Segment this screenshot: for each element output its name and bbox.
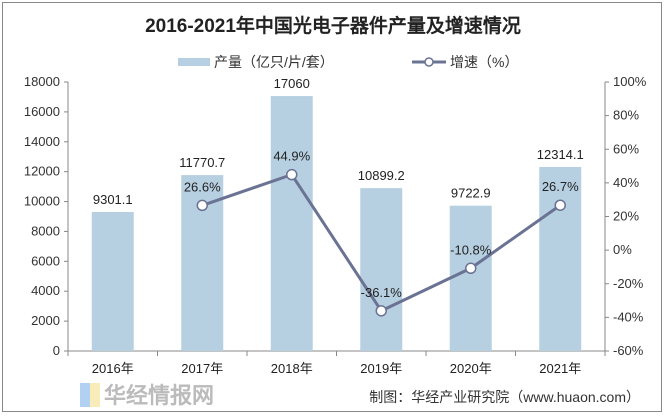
- legend-line-marker: [424, 57, 434, 67]
- watermark: 华经情报网: [104, 383, 214, 408]
- growth-point: [196, 199, 208, 212]
- watermark-logo-icon: [80, 383, 90, 407]
- y-tick-label: 10000: [24, 194, 60, 209]
- watermark-logo-icon-2: [90, 383, 100, 407]
- y2-tick-label: -20%: [613, 276, 644, 291]
- legend-line-label: 增速（%）: [450, 54, 518, 70]
- growth-label: 44.9%: [273, 149, 310, 164]
- bar-2018年: [270, 96, 313, 351]
- bar-label: 12314.1: [537, 147, 584, 162]
- chart-frame: [2, 2, 662, 412]
- growth-label: -10.8%: [450, 242, 492, 257]
- y-tick-label: 6000: [31, 253, 60, 268]
- legend-bar-label: 产量（亿只/片/套）: [214, 54, 334, 70]
- x-tick-label: 2016年: [92, 361, 134, 376]
- bar-label: 17060: [274, 76, 310, 91]
- bar-2020年: [449, 205, 492, 351]
- y-tick-label: 16000: [24, 104, 60, 119]
- bar-2019年: [360, 188, 403, 351]
- x-tick-label: 2018年: [271, 361, 313, 376]
- y2-tick-label: 20%: [613, 209, 639, 224]
- y2-tick-label: 100%: [613, 74, 647, 89]
- growth-label: 26.7%: [542, 179, 579, 194]
- bar-label: 9301.1: [93, 192, 133, 207]
- growth-point: [375, 305, 387, 317]
- y-tick-label: 4000: [31, 283, 60, 298]
- y2-tick-label: -40%: [613, 309, 644, 324]
- legend-bar-swatch: [178, 58, 210, 66]
- bar-2021年: [539, 166, 582, 351]
- growth-point: [554, 199, 566, 211]
- growth-label: -36.1%: [361, 285, 403, 300]
- growth-point: [465, 262, 477, 275]
- bar-label: 11770.7: [179, 155, 225, 170]
- x-tick-label: 2020年: [450, 361, 492, 376]
- growth-point: [286, 168, 298, 181]
- y-tick-label: 18000: [24, 74, 60, 89]
- chart-title: 2016-2021年中国光电子器件产量及增速情况: [145, 14, 521, 37]
- source-note: 制图：华经产业研究院（www.huaon.com）: [369, 389, 640, 405]
- y2-tick-label: -60%: [613, 343, 644, 358]
- bar-2016年: [91, 212, 134, 351]
- y-tick-label: 0: [53, 343, 60, 358]
- y-tick-label: 12000: [24, 164, 60, 179]
- x-tick-label: 2019年: [360, 361, 402, 376]
- bar-label: 9722.9: [451, 186, 491, 201]
- y2-tick-label: 0%: [613, 242, 632, 257]
- y2-tick-label: 60%: [613, 141, 639, 156]
- y2-tick-label: 80%: [613, 108, 639, 123]
- bar-label: 10899.2: [358, 168, 405, 183]
- y-tick-label: 8000: [31, 223, 60, 238]
- y-tick-label: 14000: [24, 134, 60, 149]
- growth-label: 26.6%: [184, 179, 221, 194]
- y-tick-label: 2000: [31, 313, 60, 328]
- x-tick-label: 2017年: [181, 361, 223, 376]
- y2-tick-label: 40%: [613, 175, 639, 190]
- x-tick-label: 2021年: [539, 361, 581, 376]
